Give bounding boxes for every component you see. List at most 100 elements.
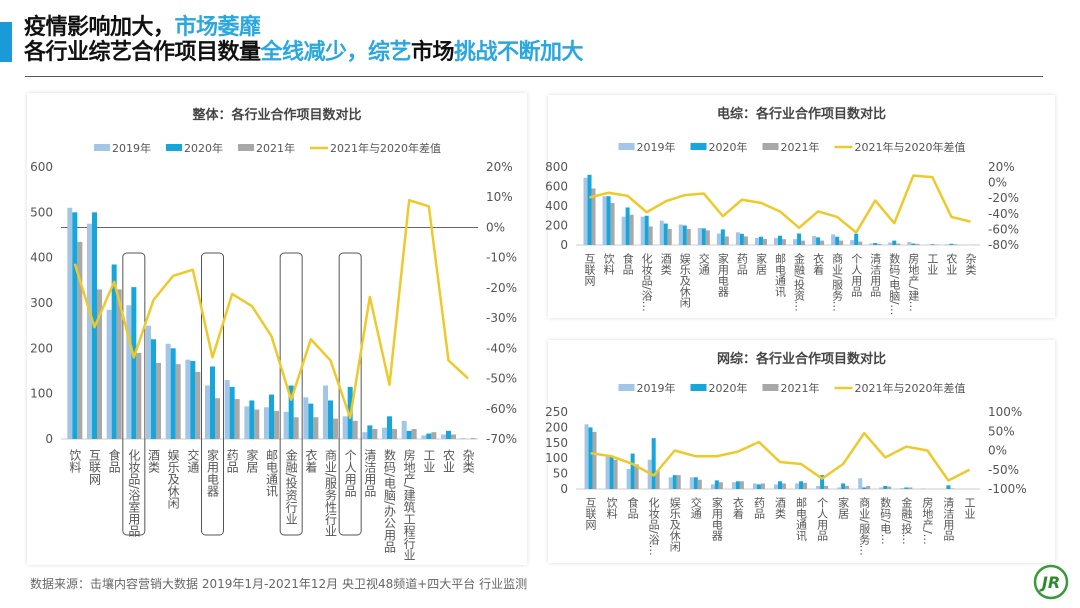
bar-2020年 [735, 481, 740, 489]
title-segment: 挑战不断加大 [454, 40, 584, 65]
y2-tick-label: -40% [988, 207, 1019, 221]
y2-tick-label: -60% [988, 222, 1019, 236]
bar-2019年 [441, 434, 446, 439]
highlighted-category-label: 金融/投资行业 [284, 448, 298, 525]
bar-2019年 [837, 487, 842, 489]
category-label: 化妆品/浴… [640, 252, 653, 312]
bar-2020年 [72, 212, 78, 439]
bar-2020年 [946, 485, 951, 489]
category-label: 娱乐及休闲 [678, 252, 691, 308]
bar-2019年 [850, 240, 855, 245]
category-label: 食品 [626, 496, 639, 519]
legend-label: 2021年 [781, 381, 820, 395]
bar-2021年 [254, 409, 260, 439]
bar-2020年 [778, 481, 782, 489]
bar-2021年 [372, 429, 378, 439]
bar-2020年 [328, 400, 333, 439]
bar-2019年 [126, 305, 132, 439]
bar-2021年 [724, 236, 729, 245]
bar-2021年 [676, 475, 681, 489]
legend-label: 2021年与2020年差值 [855, 381, 966, 395]
category-label: 家居 [837, 496, 850, 520]
bar-2021年 [801, 240, 806, 245]
bar-2021年 [352, 420, 358, 439]
bar-2020年 [644, 215, 649, 245]
bar-2019年 [907, 242, 912, 245]
legend-swatch-2 [690, 143, 707, 150]
category-label: 衣着 [304, 448, 318, 474]
bar-2020年 [672, 475, 677, 489]
bar-2021年 [820, 240, 825, 245]
bar-2019年 [106, 309, 112, 439]
category-label: 房地产/建筑工程行业 [402, 448, 416, 561]
bar-2020年 [588, 427, 593, 489]
bar-2021年 [845, 485, 850, 489]
legend-label: 2021年与2020年差值 [330, 141, 441, 155]
category-label: 娱乐及休闲 [668, 496, 681, 552]
bar-2021年 [77, 241, 83, 439]
bar-2021年 [629, 214, 634, 245]
category-label: 衣着 [731, 496, 744, 520]
bar-2021年 [610, 203, 615, 245]
legend-label: 2021年 [781, 140, 820, 154]
y2-tick-label: -20% [988, 191, 1019, 205]
bar-2020年 [151, 339, 156, 439]
bar-2021年 [333, 418, 338, 439]
category-label: 工业 [926, 253, 939, 275]
bar-2020年 [799, 481, 804, 489]
category-label: 个人用品 [850, 253, 863, 297]
bar-2019年 [323, 385, 328, 439]
legend-label: 2019年 [637, 140, 676, 154]
bar-2019年 [668, 477, 673, 489]
bar-2020年 [609, 456, 614, 489]
category-label: 农业 [945, 252, 958, 275]
title-segment: 全线减少，综艺 [260, 40, 412, 65]
category-label: 家居 [754, 252, 767, 276]
bar-2020年 [587, 174, 592, 245]
category-label: 商业/服务… [858, 496, 871, 556]
chart-panel-overall: 整体：各行业合作项目数对比 2019年 2020年 2021年 2021年与2020年差… [27, 93, 527, 565]
bar-2021年 [839, 240, 844, 245]
bar-2019年 [879, 487, 884, 489]
bar-2019年 [710, 484, 715, 489]
category-label: 邮电通讯 [795, 497, 808, 542]
category-label: 房地产/… [921, 497, 934, 545]
bar-2020年 [693, 477, 698, 489]
legend-swatch-1 [618, 384, 635, 391]
bar-2019年 [283, 411, 289, 439]
category-label: 酒类 [147, 449, 161, 474]
bar-2020年 [170, 348, 176, 439]
y2-tick-label: 0% [988, 444, 1007, 458]
bar-2019年 [264, 407, 269, 439]
bar-2019年 [888, 242, 893, 245]
page-title-line-1: 疫情影响加大，市场萎靡 [24, 16, 261, 40]
bar-2020年 [949, 243, 954, 245]
chart-title: 网综：各行业合作项目数对比 [717, 351, 886, 367]
bar-2021年 [760, 483, 765, 489]
bar-2021年 [136, 352, 142, 439]
y-tick-label: 800 [545, 160, 568, 174]
difference-line [590, 431, 971, 482]
bar-2020年 [739, 233, 744, 245]
bar-2020年 [249, 400, 255, 439]
bar-2021年 [887, 486, 892, 489]
category-label: 家居 [245, 448, 259, 474]
category-label: 交通 [689, 496, 702, 519]
y-tick-label: 250 [545, 405, 568, 419]
bar-2021年 [195, 371, 201, 439]
category-label: 商业/服务… [831, 252, 844, 312]
category-label: 酒类 [774, 497, 787, 520]
legend-swatch-2 [166, 144, 182, 151]
bar-2019年 [602, 196, 607, 245]
bar-2021年 [648, 226, 653, 245]
bar-2021年 [116, 289, 122, 439]
legend-label: 2020年 [709, 381, 748, 395]
title-segment: 疫情影响加大， [24, 15, 175, 40]
bar-2020年 [426, 433, 432, 439]
bar-2021年 [470, 438, 476, 439]
bar-2021年 [782, 483, 786, 489]
category-label: 娱乐及休闲 [166, 449, 180, 509]
category-label: 药品 [735, 253, 748, 275]
category-label: 饮料 [602, 253, 615, 276]
legend-swatch-3 [238, 144, 254, 151]
